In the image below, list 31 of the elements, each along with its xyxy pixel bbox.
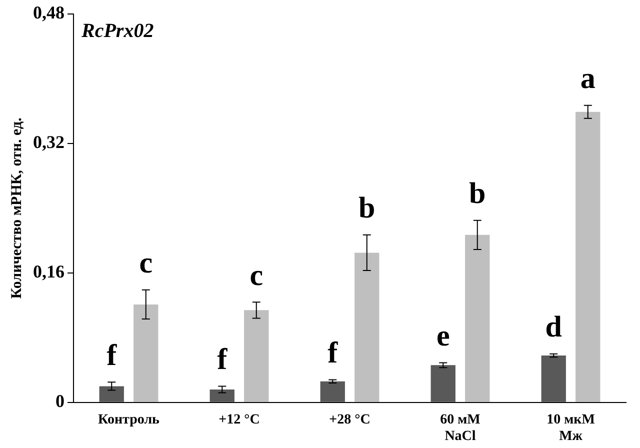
- bar: [99, 386, 124, 402]
- y-tick-label: 0,16: [33, 262, 64, 282]
- y-tick-label: 0,32: [33, 132, 64, 152]
- annotation: b: [358, 192, 376, 225]
- x-tick-label: +12 °С: [218, 412, 260, 428]
- bar: [320, 381, 345, 402]
- annotation: e: [436, 320, 450, 352]
- annotation: RcPrx02: [80, 20, 154, 42]
- x-tick-label: 60 мМ NaCl: [440, 412, 480, 444]
- annotation: a: [580, 62, 596, 96]
- y-tick-label: 0,48: [33, 2, 64, 23]
- bar: [134, 304, 158, 402]
- y-axis-title: Количество мРНК, отн. ед.: [8, 117, 25, 299]
- x-tick-label: Контроль: [98, 412, 160, 428]
- x-tick-label: 10 мкМ Мж: [546, 412, 595, 444]
- annotation: f: [217, 342, 228, 376]
- bar: [576, 112, 600, 402]
- annotation: f: [106, 338, 118, 372]
- bar: [430, 365, 456, 402]
- annotation: c: [139, 246, 153, 280]
- annotation: f: [328, 336, 339, 370]
- bar: [244, 310, 269, 402]
- y-tick-label: 0: [56, 391, 64, 412]
- annotation: d: [545, 310, 562, 344]
- bar: [541, 355, 566, 402]
- bar: [354, 252, 380, 402]
- annotation: b: [469, 177, 486, 210]
- bar: [465, 234, 490, 402]
- bar: [210, 389, 234, 402]
- x-tick-label: +28 °С: [329, 412, 370, 428]
- annotation: c: [250, 258, 264, 292]
